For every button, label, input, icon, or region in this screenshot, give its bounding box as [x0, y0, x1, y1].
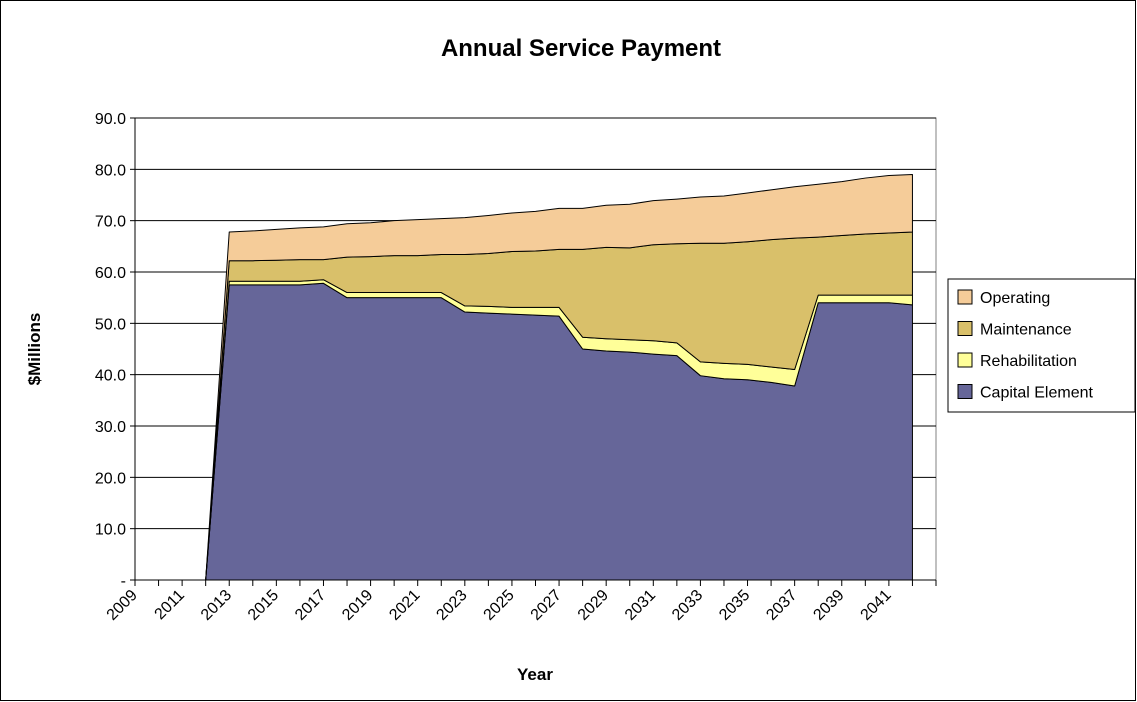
x-tick-label: 2013 — [198, 587, 235, 624]
y-tick-label: 40.0 — [95, 368, 126, 385]
y-tick-label: 20.0 — [95, 470, 126, 487]
x-tick-label: 2029 — [575, 587, 612, 624]
legend-swatch-rehabilitation — [957, 352, 973, 368]
legend-label-maintenance: Maintenance — [980, 322, 1072, 339]
legend: Operating Maintenance Rehabilitation Capita… — [947, 278, 1136, 413]
x-tick-label: 2037 — [763, 587, 800, 624]
y-tick-label: 10.0 — [95, 522, 126, 539]
y-tick-label: 70.0 — [95, 214, 126, 231]
stacked-areas — [134, 173, 913, 581]
y-tick-label: 90.0 — [95, 111, 126, 128]
y-tick-label: 50.0 — [95, 316, 126, 333]
y-tick-label: 60.0 — [95, 265, 126, 282]
legend-label-operating: Operating — [980, 290, 1050, 307]
y-tick-label: - — [121, 573, 126, 590]
x-tick-label: 2025 — [481, 587, 518, 624]
x-tick-label: 2039 — [810, 587, 847, 624]
y-tick-label: 80.0 — [95, 162, 126, 179]
x-tick-label: 2031 — [622, 587, 659, 624]
x-tick-label: 2017 — [292, 587, 329, 624]
x-tick-label: 2015 — [245, 587, 282, 624]
x-tick-label: 2019 — [339, 587, 376, 624]
x-tick-label: 2027 — [528, 587, 565, 624]
area-operating — [134, 173, 913, 581]
x-tick-label: 2023 — [433, 587, 470, 624]
legend-swatch-capital-element — [957, 384, 973, 399]
y-axis-ticks: - 10.0 20.0 30.0 40.0 50.0 60.0 70.0 80.0 90.0 — [95, 111, 135, 590]
x-tick-label: 2009 — [104, 587, 141, 624]
legend-label-rehabilitation: Rehabilitation — [980, 353, 1077, 370]
chart-title: Annual Service Payment — [441, 35, 721, 62]
x-axis-ticks: 2009 2011 2013 2015 2017 2019 2021 2023 2025 2027… — [104, 580, 937, 624]
legend-swatch-operating — [957, 289, 973, 305]
x-tick-label: 2033 — [669, 587, 706, 624]
legend-box — [947, 278, 1136, 413]
x-tick-label: 2021 — [386, 587, 423, 624]
legend-label-capital-element: Capital Element — [980, 385, 1094, 402]
y-axis-title: $Millions — [25, 313, 44, 386]
x-tick-label: 2011 — [152, 587, 188, 623]
x-axis-title: Year — [517, 665, 553, 684]
legend-swatch-maintenance — [957, 321, 973, 336]
y-tick-label: 30.0 — [95, 419, 126, 436]
x-tick-label: 2041 — [858, 587, 895, 624]
x-tick-label: 2035 — [716, 587, 753, 624]
